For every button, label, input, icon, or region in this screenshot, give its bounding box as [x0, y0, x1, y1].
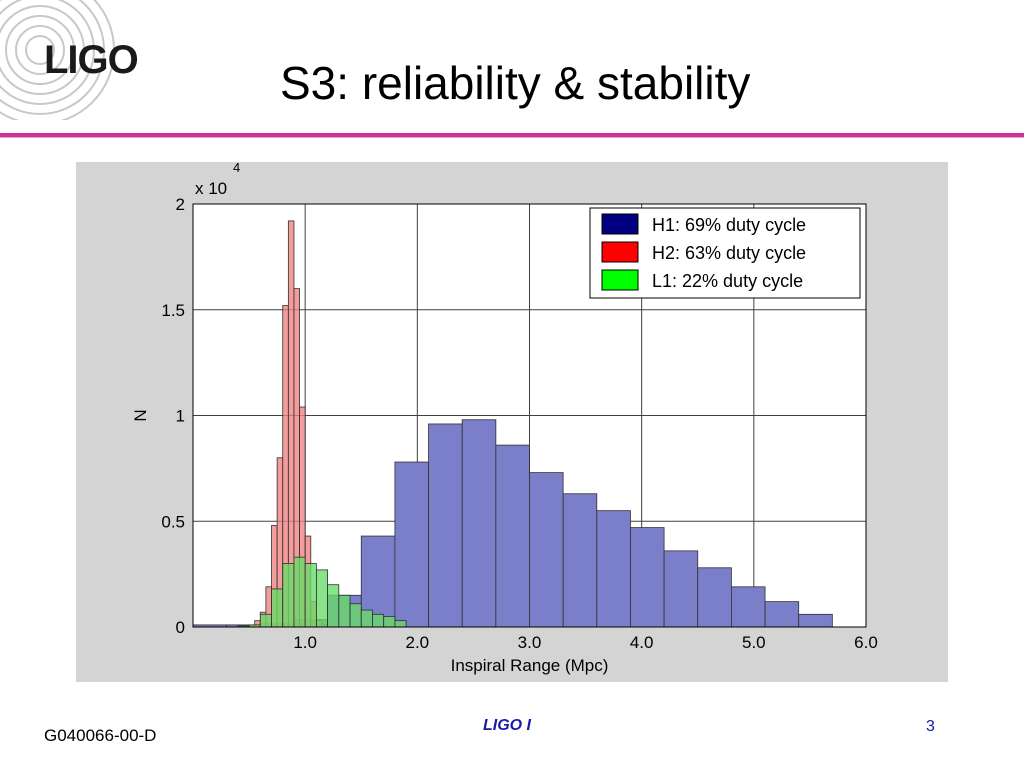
bar-h1	[495, 444, 530, 628]
footer-label: LIGO I	[483, 717, 531, 734]
legend-label: H1: 69% duty cycle	[652, 215, 806, 235]
y-tick-label: 2	[176, 195, 185, 214]
bar-l1	[383, 616, 396, 628]
bar-h1	[764, 601, 800, 628]
logo-text: LIGO	[44, 38, 139, 82]
bar-l1	[394, 620, 407, 628]
legend-swatch	[601, 213, 639, 235]
bar-h1	[630, 527, 665, 628]
bar-h1	[428, 423, 463, 628]
bar-h1	[596, 510, 631, 628]
bar-h1	[529, 472, 564, 628]
bar-l1	[271, 588, 284, 628]
x-tick-label: 4.0	[630, 633, 654, 652]
bar-l1	[372, 613, 385, 628]
document-id: G040066-00-D	[44, 726, 157, 745]
title-divider-shadow	[0, 137, 1024, 138]
bar-h1	[697, 567, 732, 628]
y-multiplier-exponent: 4	[233, 162, 240, 175]
bar-l1	[338, 594, 351, 628]
legend-swatch	[601, 269, 639, 291]
bar-l1	[282, 563, 295, 628]
slide-title: S3: reliability & stability	[280, 57, 751, 109]
bar-l1	[259, 613, 272, 628]
bar-h1	[562, 493, 598, 628]
bar-l1	[315, 569, 328, 628]
bar-h1	[461, 419, 497, 628]
x-tick-label: 3.0	[518, 633, 542, 652]
histogram-chart: 1.0 2.0 3.0 4.0 5.0 6.0 0 0.5 1 1.5 2 x 10 4 Inspiral…	[76, 162, 948, 682]
plot-border	[192, 203, 867, 628]
bar-h1	[731, 586, 766, 628]
legend-label: H2: 63% duty cycle	[652, 243, 806, 263]
bar-l1	[360, 609, 373, 628]
x-tick-label: 2.0	[406, 633, 430, 652]
bar-l1	[349, 603, 362, 628]
y-tick-label: 0.5	[161, 512, 185, 531]
y-multiplier-label: x 10	[195, 179, 227, 198]
y-tick-label: 0	[176, 618, 185, 637]
y-tick-label: 1.5	[161, 301, 185, 320]
ligo-logo: LIGO	[0, 0, 170, 125]
title-divider	[0, 133, 1024, 137]
bar-l1	[304, 563, 317, 628]
legend-swatch	[601, 241, 639, 263]
y-axis-label: N	[131, 409, 150, 421]
x-axis-label: Inspiral Range (Mpc)	[451, 656, 609, 675]
bar-l1	[327, 584, 340, 628]
legend-label: L1: 22% duty cycle	[652, 271, 803, 291]
bar-h1	[663, 550, 699, 628]
x-tick-label: 1.0	[293, 633, 317, 652]
bar-l1	[293, 556, 306, 628]
page-number: 3	[926, 718, 935, 735]
bar-h1	[798, 613, 833, 628]
y-tick-label: 1	[176, 407, 185, 426]
x-tick-label: 6.0	[854, 633, 878, 652]
x-tick-label: 5.0	[742, 633, 766, 652]
bar-h1	[394, 461, 429, 628]
